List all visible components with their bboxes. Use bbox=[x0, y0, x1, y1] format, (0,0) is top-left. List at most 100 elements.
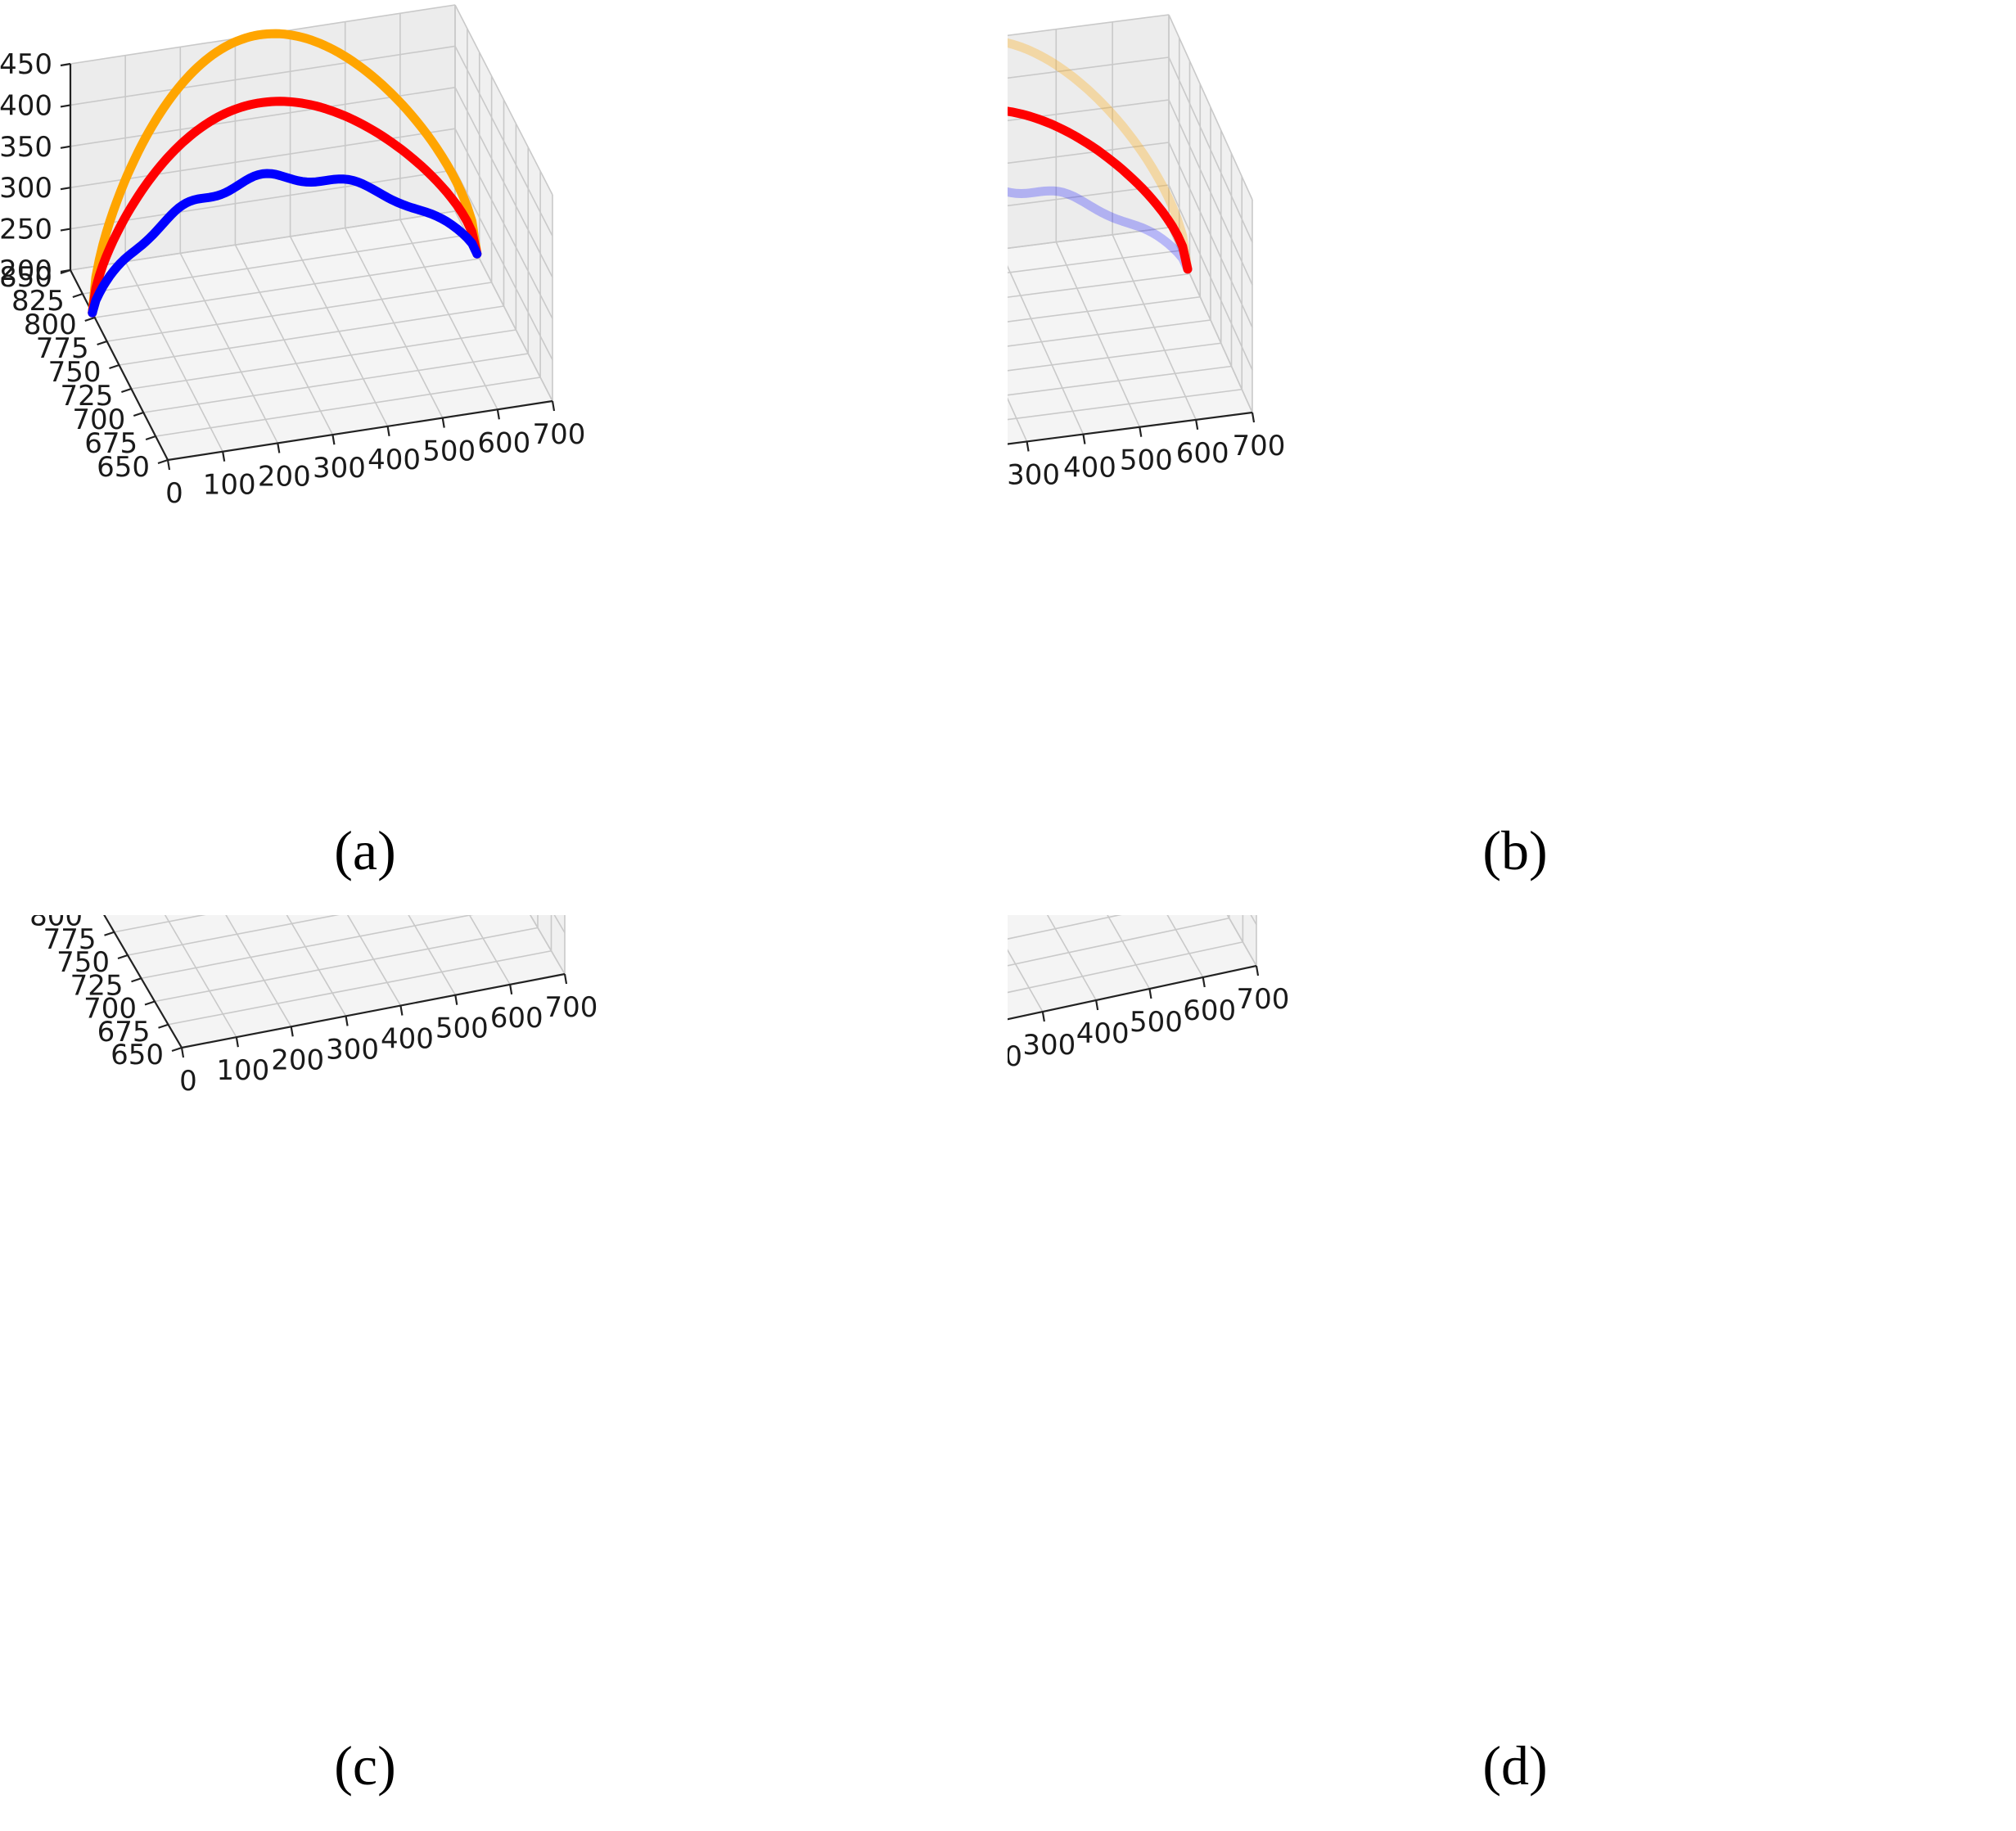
grid-line bbox=[1008, 388, 1243, 421]
grid-line bbox=[82, 234, 467, 295]
y-tick-mark bbox=[72, 292, 83, 299]
x-tick-mark bbox=[1082, 434, 1086, 444]
grid-line bbox=[70, 210, 456, 271]
y-tick-label: 775 bbox=[43, 923, 97, 956]
y-tick-mark bbox=[158, 1023, 169, 1029]
x-tick-label: 600 bbox=[477, 426, 530, 459]
x-tick-label: 600 bbox=[1176, 437, 1229, 470]
y-tick-mark bbox=[117, 954, 129, 960]
chart-c-plot: 0 100 200 300 400 500 600 700650675700725750775… bbox=[29, 915, 598, 1098]
x-tick-mark bbox=[509, 984, 513, 995]
grid-line bbox=[454, 87, 553, 278]
chart-panel-c: (c) 0 100 200 300 400 500 600 700 650 675 700 725 75… bbox=[0, 915, 1008, 1831]
y-tick-label: 750 bbox=[48, 356, 101, 389]
x-tick-mark bbox=[1026, 441, 1030, 452]
x-tick-mark bbox=[331, 434, 336, 445]
grid-line bbox=[1166, 915, 1204, 978]
grid-line bbox=[1008, 56, 1170, 79]
grid-line bbox=[119, 305, 504, 366]
x-tick-mark bbox=[441, 417, 445, 428]
grid-line bbox=[1046, 915, 1097, 1001]
x-tick-mark bbox=[235, 1036, 239, 1048]
x-tick-mark bbox=[496, 409, 500, 420]
x-tick-mark bbox=[386, 426, 390, 437]
chart-a-axes: 0 100 200 300 400 500 600 700650675700725750775… bbox=[0, 48, 585, 510]
x-tick-mark bbox=[1255, 965, 1260, 976]
series-orange bbox=[88, 29, 482, 318]
x-tick-label: 0 bbox=[179, 1065, 197, 1098]
grid-line bbox=[1008, 250, 1179, 274]
y-tick-mark bbox=[131, 977, 142, 983]
x-tick-label: 300 bbox=[1022, 1029, 1076, 1062]
grid-line bbox=[1168, 14, 1253, 201]
panel-caption-a: (a) bbox=[334, 819, 396, 882]
y-tick-label: 725 bbox=[60, 380, 113, 413]
x-tick-label: 300 bbox=[313, 452, 366, 485]
x-tick-mark bbox=[551, 400, 556, 412]
x-axis-line bbox=[181, 972, 566, 1049]
x-tick-label: 200 bbox=[271, 1044, 324, 1076]
grid-line bbox=[143, 353, 529, 413]
grid-line bbox=[168, 949, 552, 1026]
y-tick-mark bbox=[109, 363, 120, 370]
y-tick-label: 850 bbox=[0, 261, 52, 294]
panel-caption-d: (d) bbox=[1482, 1734, 1548, 1797]
grid-line bbox=[156, 377, 541, 437]
grid-line bbox=[94, 258, 480, 318]
x-tick-mark bbox=[1148, 988, 1152, 999]
grid-line bbox=[1168, 99, 1253, 286]
grid-line bbox=[70, 169, 456, 230]
z-tick-label: 450 bbox=[0, 48, 52, 81]
grid-line bbox=[1107, 915, 1151, 990]
grid-line bbox=[468, 915, 511, 985]
y-tick-label: 700 bbox=[83, 993, 137, 1026]
grid-line bbox=[1008, 184, 1170, 207]
y-tick-label: 750 bbox=[56, 946, 110, 979]
chart-b-series bbox=[1008, 38, 1193, 274]
z-tick-label: 250 bbox=[0, 214, 52, 246]
x-tick-label: 300 bbox=[326, 1033, 379, 1066]
x-tick-mark bbox=[1195, 419, 1199, 431]
x-tick-mark bbox=[1202, 976, 1206, 988]
x-tick-label: 100 bbox=[216, 1054, 269, 1087]
grid-line bbox=[1008, 342, 1221, 372]
x-tick-mark bbox=[1139, 426, 1143, 437]
series-blue bbox=[88, 169, 482, 318]
x-tick-label: 0 bbox=[165, 477, 183, 510]
y-tick-label: 675 bbox=[97, 1016, 151, 1049]
x-tick-label: 500 bbox=[1120, 444, 1173, 477]
grid-line bbox=[454, 46, 553, 237]
x-tick-label: 300 bbox=[1008, 458, 1060, 491]
x-tick-mark bbox=[180, 1047, 185, 1058]
grid-line bbox=[1008, 227, 1170, 250]
z-tick-mark bbox=[60, 145, 71, 149]
chart-c-axes: 0 100 200 300 400 500 600 700650675700725750775… bbox=[29, 915, 598, 1098]
x-tick-label: 700 bbox=[545, 991, 598, 1024]
x-tick-mark bbox=[345, 1016, 349, 1026]
y-tick-mark bbox=[84, 316, 96, 322]
x-tick-mark bbox=[277, 443, 281, 453]
grid-line bbox=[454, 169, 553, 360]
grid-line bbox=[1008, 915, 1122, 940]
y-tick-mark bbox=[171, 1046, 183, 1053]
x-tick-mark bbox=[166, 459, 171, 471]
y-tick-label: 725 bbox=[70, 969, 124, 1002]
z-tick-mark bbox=[60, 104, 71, 108]
floor-pane bbox=[1008, 228, 1252, 444]
x-tick-label: 500 bbox=[422, 435, 476, 468]
x-tick-label: 100 bbox=[203, 469, 256, 502]
panel-caption-b: (b) bbox=[1482, 819, 1548, 882]
chart-d-axes: 0100200300400500600700650675700725750775… bbox=[1008, 964, 1289, 1073]
x-tick-label: 600 bbox=[490, 1002, 543, 1035]
x-tick-mark bbox=[290, 1026, 294, 1037]
z-tick-mark bbox=[60, 268, 71, 273]
y-tick-label: 775 bbox=[36, 332, 89, 365]
grid-line bbox=[1168, 56, 1253, 243]
x-axis-line bbox=[1008, 964, 1257, 1021]
x-tick-label: 400 bbox=[1063, 452, 1116, 485]
x-tick-mark bbox=[1095, 999, 1099, 1011]
grid-line bbox=[454, 128, 553, 319]
series-orange bbox=[1008, 38, 1193, 274]
z-tick-mark bbox=[60, 187, 71, 191]
y-tick-label: 650 bbox=[110, 1039, 164, 1071]
